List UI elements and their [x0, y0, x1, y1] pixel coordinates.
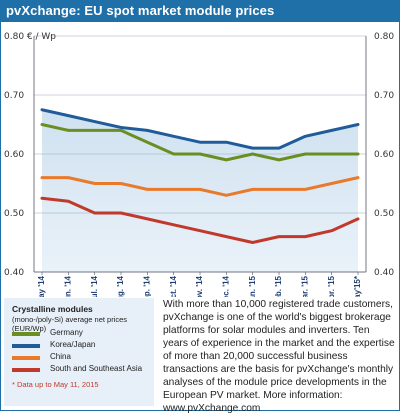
- title-bar: pvXchange: EU spot market module prices: [0, 0, 400, 22]
- legend-swatch-south-southeast-asia: [12, 368, 40, 372]
- legend-item-korea-japan: Korea/Japan: [12, 340, 157, 352]
- y-tick-label-left: 0.80 € / Wp: [4, 32, 56, 42]
- x-tick-label: Dec. '14: [221, 275, 230, 297]
- legend-label-korea-japan: Korea/Japan: [50, 340, 96, 349]
- chart-title: pvXchange: EU spot market module prices: [6, 3, 275, 18]
- y-tick-label-left: 0.50: [4, 209, 24, 219]
- legend-item-germany: Germany: [12, 328, 157, 340]
- description-text: With more than 10,000 registered trade c…: [163, 299, 395, 414]
- legend-swatch-china: [12, 356, 40, 360]
- legend-swatch-korea-japan: [12, 344, 40, 348]
- x-tick-label: Sep. '14: [142, 275, 151, 297]
- x-tick-label: Jul. '14: [90, 275, 99, 297]
- x-tick-label: Mar. '15: [300, 275, 309, 297]
- y-tick-label-right: 0.50: [374, 209, 394, 219]
- y-tick-label-left: 0.40: [4, 268, 24, 278]
- legend-item-south-southeast-asia: South and Southeast Asia: [12, 364, 157, 376]
- x-tick-label: Apr. '15: [327, 275, 336, 297]
- y-tick-label-left: 0.60: [4, 150, 24, 160]
- data-footnote: * Data up to May 11, 2015: [12, 380, 99, 389]
- legend-label-china: China: [50, 352, 71, 361]
- series-line-germany: [40, 123, 360, 162]
- x-tick-label: May '14: [37, 275, 46, 297]
- x-tick-label: Aug. '14: [116, 275, 125, 297]
- y-tick-label-right: 0.80: [374, 32, 394, 42]
- line-chart: 0.80 € / Wp 0.80 0.70 0.70 0.60 0.60 0.50 0.50 0…: [4, 32, 394, 297]
- x-tick-label: Oct. '14: [169, 275, 178, 297]
- x-tick-label: Feb. '15: [274, 275, 283, 297]
- series-line-korea-japan: [40, 108, 360, 150]
- x-tick-label: Jan. '15: [248, 275, 257, 297]
- y-tick-label-right: 0.40: [374, 268, 394, 278]
- series-line-china: [40, 176, 360, 197]
- legend-title: Crystalline modules: [12, 304, 93, 314]
- x-tick-label: Jun. '14: [63, 275, 72, 297]
- y-tick-label-right: 0.70: [374, 91, 394, 101]
- legend-label-germany: Germany: [50, 328, 83, 337]
- x-tick-label: May'15*: [353, 275, 362, 297]
- y-tick-label-left: 0.70: [4, 91, 24, 101]
- legend-subtitle: (mono-/poly-Si) average net prices (EUR/…: [12, 315, 128, 333]
- legend-item-china: China: [12, 352, 157, 364]
- x-tick-label: Nov. '14: [195, 275, 204, 297]
- series-line-south-and-southeast-asia: [40, 196, 360, 244]
- legend-swatch-germany: [12, 332, 40, 336]
- legend: Crystalline modules (mono-/poly-Si) aver…: [4, 298, 154, 406]
- y-tick-label-right: 0.60: [374, 150, 394, 160]
- legend-label-south-southeast-asia: South and Southeast Asia: [50, 364, 143, 373]
